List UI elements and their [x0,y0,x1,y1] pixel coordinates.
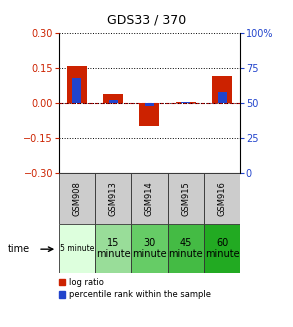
Text: 30
minute: 30 minute [132,238,167,259]
Text: GSM914: GSM914 [145,181,154,216]
Bar [109,100,118,103]
Bar [204,173,240,224]
Text: 45
minute: 45 minute [168,238,203,259]
Text: 5 minute: 5 minute [59,244,94,253]
Bar [103,94,123,103]
Text: GSM916: GSM916 [218,181,226,216]
Bar [145,103,154,106]
Text: time: time [7,244,30,254]
Text: GSM908: GSM908 [72,181,81,216]
Bar [217,92,227,103]
Text: 15
minute: 15 minute [96,238,130,259]
Legend: log ratio, percentile rank within the sample: log ratio, percentile rank within the sa… [59,278,211,299]
Bar [59,224,95,273]
Bar [176,102,196,103]
Bar [95,173,131,224]
Bar [131,173,168,224]
Bar [139,103,159,127]
Bar [212,76,232,103]
Bar [204,224,240,273]
Text: 60
minute: 60 minute [205,238,239,259]
Bar [67,65,87,103]
Bar [181,102,190,103]
Text: GSM913: GSM913 [109,181,117,216]
Bar [95,224,131,273]
Bar [72,78,81,103]
Bar [168,173,204,224]
Text: GSM915: GSM915 [181,181,190,216]
Bar [168,224,204,273]
Bar [59,173,95,224]
Text: GDS33 / 370: GDS33 / 370 [107,13,186,26]
Bar [131,224,168,273]
